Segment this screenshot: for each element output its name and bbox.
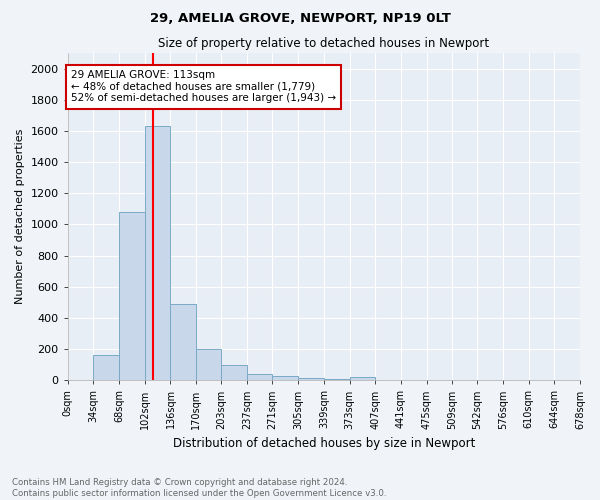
Bar (170, 304, 196, 380)
Text: 29 AMELIA GROVE: 113sqm
← 48% of detached houses are smaller (1,779)
52% of semi: 29 AMELIA GROVE: 113sqm ← 48% of detache… (71, 70, 336, 103)
Bar (119, 212, 145, 380)
Bar (247, 374, 272, 380)
Bar (350, 377, 375, 380)
Text: Contains HM Land Registry data © Crown copyright and database right 2024.
Contai: Contains HM Land Registry data © Crown c… (12, 478, 386, 498)
Bar (94, 354, 119, 380)
Y-axis label: Number of detached properties: Number of detached properties (15, 129, 25, 304)
Title: Size of property relative to detached houses in Newport: Size of property relative to detached ho… (158, 38, 490, 51)
X-axis label: Distribution of detached houses by size in Newport: Distribution of detached houses by size … (173, 437, 475, 450)
Bar (298, 378, 324, 380)
Bar (221, 364, 247, 380)
Bar (145, 126, 170, 380)
Bar (196, 349, 221, 380)
Bar (272, 376, 298, 380)
Text: 29, AMELIA GROVE, NEWPORT, NP19 0LT: 29, AMELIA GROVE, NEWPORT, NP19 0LT (149, 12, 451, 26)
Bar (324, 378, 350, 380)
